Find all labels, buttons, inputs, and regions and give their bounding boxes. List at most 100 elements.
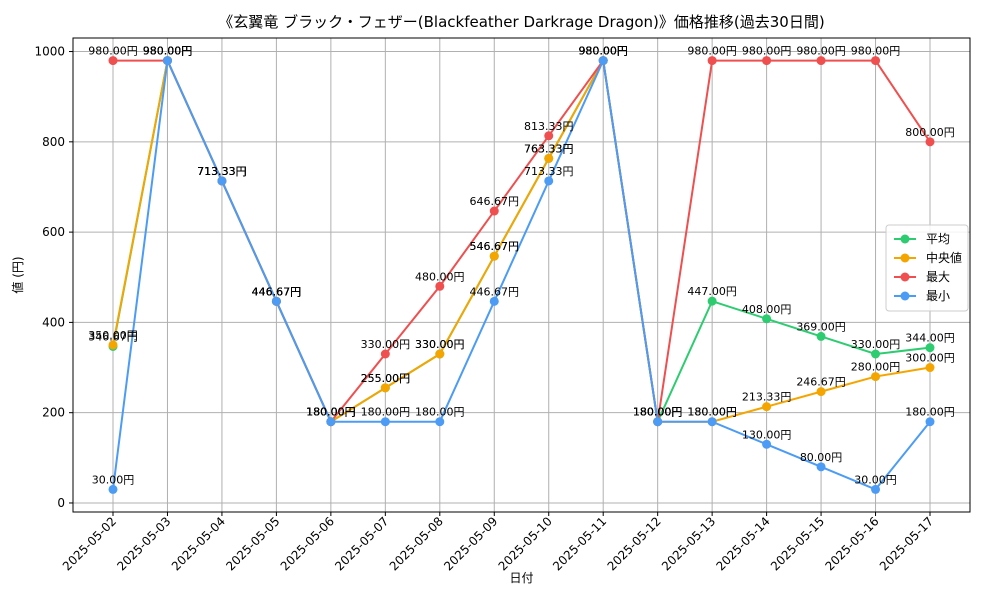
data-point: [871, 372, 881, 382]
data-label: 180.00円: [633, 406, 683, 419]
data-point: [544, 131, 554, 141]
data-label: 300.00円: [905, 352, 955, 365]
data-point: [816, 387, 826, 397]
legend-entry: 平均: [926, 232, 950, 246]
data-point: [271, 296, 281, 306]
data-label: 180.00円: [306, 406, 356, 419]
data-label: 546.67円: [470, 240, 520, 253]
data-label: 180.00円: [633, 406, 683, 419]
data-point: [707, 417, 717, 427]
data-label: 255.00円: [361, 372, 411, 385]
data-label: 213.33円: [742, 391, 792, 404]
data-label: 180.00円: [361, 406, 411, 419]
data-label: 713.33円: [197, 165, 247, 178]
data-label: 408.00円: [742, 303, 792, 316]
x-tick-label: 2025-05-16: [822, 514, 881, 573]
y-axis-label: 値 (円): [10, 256, 25, 293]
data-label: 980.00円: [578, 45, 628, 58]
legend-marker: [900, 291, 910, 301]
data-point: [871, 56, 881, 66]
data-label: 180.00円: [687, 406, 737, 419]
data-point: [380, 417, 390, 427]
data-point: [326, 417, 336, 427]
data-point: [162, 56, 172, 66]
data-label: 446.67円: [252, 285, 302, 298]
data-point: [598, 56, 608, 66]
y-tick-label: 600: [42, 225, 65, 239]
data-point: [871, 349, 881, 359]
data-point: [108, 484, 118, 494]
data-point: [380, 383, 390, 393]
x-tick-label: 2025-05-08: [387, 514, 446, 573]
data-point: [816, 462, 826, 472]
data-label: 980.00円: [578, 45, 628, 58]
data-point: [925, 343, 935, 353]
data-label: 246.67円: [796, 376, 846, 389]
data-point: [762, 56, 772, 66]
data-point: [435, 417, 445, 427]
data-label: 646.67円: [470, 195, 520, 208]
data-label: 350.00円: [88, 329, 138, 342]
x-tick-label: 2025-05-02: [60, 514, 119, 573]
data-point: [489, 206, 499, 216]
data-label: 446.67円: [252, 285, 302, 298]
data-label: 180.00円: [633, 406, 683, 419]
plot-frame: [72, 37, 971, 513]
data-point: [816, 56, 826, 66]
x-tick-label: 2025-05-09: [441, 514, 500, 573]
data-point: [380, 349, 390, 359]
data-point: [217, 176, 227, 186]
y-tick-label: 400: [42, 315, 65, 329]
x-tick-label: 2025-05-14: [714, 514, 773, 573]
x-tick-label: 2025-05-04: [169, 514, 228, 573]
data-label: 80.00円: [800, 451, 843, 464]
legend-marker: [900, 253, 910, 263]
series-line: [112, 56, 931, 491]
x-tick-label: 2025-05-12: [605, 514, 664, 573]
data-label: 180.00円: [687, 406, 737, 419]
data-label: 180.00円: [415, 406, 465, 419]
y-tick-label: 200: [42, 406, 65, 420]
data-label: 546.67円: [470, 240, 520, 253]
data-label: 480.00円: [415, 270, 465, 283]
data-label: 800.00円: [905, 126, 955, 139]
data-point: [108, 340, 118, 350]
x-tick-label: 2025-05-17: [877, 514, 936, 573]
data-point: [544, 176, 554, 186]
data-point: [925, 137, 935, 147]
x-tick-label: 2025-05-11: [550, 514, 609, 573]
data-label: 980.00円: [742, 45, 792, 58]
data-label: 980.00円: [687, 45, 737, 58]
data-label: 446.67円: [252, 285, 302, 298]
data-point: [816, 331, 826, 341]
data-point: [707, 56, 717, 66]
data-label: 763.33円: [524, 142, 574, 155]
data-label: 713.33円: [524, 165, 574, 178]
x-tick-label: 2025-05-13: [659, 514, 718, 573]
data-label: 330.00円: [361, 338, 411, 351]
data-point: [925, 417, 935, 427]
data-label: 980.00円: [578, 45, 628, 58]
data-label: 330.00円: [415, 338, 465, 351]
data-label: 180.00円: [306, 406, 356, 419]
data-label: 30.00円: [854, 473, 897, 486]
data-label: 980.00円: [143, 45, 193, 58]
legend-marker: [900, 272, 910, 282]
data-point: [435, 281, 445, 291]
data-point: [762, 402, 772, 412]
data-point: [108, 56, 118, 66]
data-label: 180.00円: [633, 406, 683, 419]
plot-area: [73, 38, 970, 512]
x-tick-label: 2025-05-15: [768, 514, 827, 573]
data-label: 980.00円: [88, 45, 138, 58]
data-label: 330.00円: [415, 338, 465, 351]
y-tick-label: 1000: [34, 45, 65, 59]
data-point: [925, 363, 935, 373]
legend-entry: 中央値: [926, 250, 962, 265]
data-label: 980.00円: [578, 45, 628, 58]
data-label: 255.00円: [361, 372, 411, 385]
data-label: 980.00円: [796, 45, 846, 58]
data-point: [489, 296, 499, 306]
data-label: 330.00円: [851, 338, 901, 351]
data-label: 713.33円: [197, 165, 247, 178]
